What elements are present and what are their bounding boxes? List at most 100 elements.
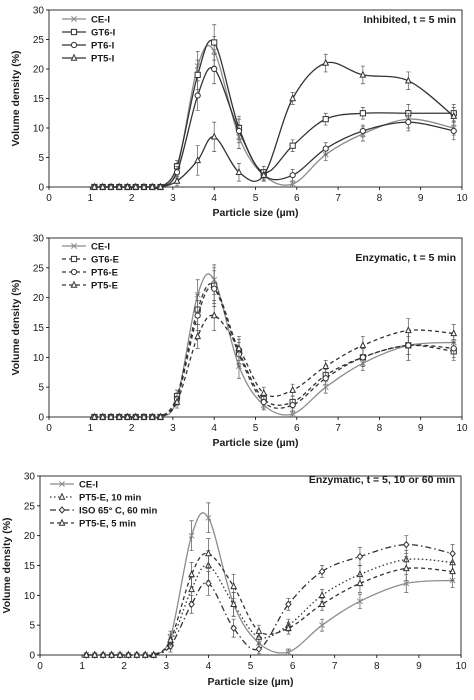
data-point <box>289 411 296 417</box>
x-tick-label: 10 <box>455 661 467 672</box>
data-point <box>450 329 458 337</box>
x-axis-label: Particle size (µm) <box>213 207 299 219</box>
series-line <box>94 283 454 420</box>
data-point <box>322 58 330 66</box>
data-point <box>188 532 195 539</box>
data-point <box>188 600 195 609</box>
data-point <box>289 94 297 102</box>
chart-title: Inhibited, t = 5 min <box>364 14 456 26</box>
legend-label: CE-I <box>79 480 98 491</box>
data-point <box>211 39 218 46</box>
data-point <box>173 397 181 405</box>
data-point <box>235 127 243 135</box>
y-tick-label: 10 <box>24 591 36 602</box>
y-tick-label: 30 <box>24 472 36 483</box>
data-point <box>194 71 201 79</box>
series-line <box>86 512 453 657</box>
data-point <box>188 570 195 578</box>
data-point <box>82 650 90 658</box>
data-point <box>359 127 366 135</box>
y-axis-label: Volume density (%) <box>1 517 13 613</box>
series-line <box>86 558 453 657</box>
y-tick-label: 15 <box>33 323 45 334</box>
y-tick-label: 20 <box>33 293 45 304</box>
data-point <box>194 156 202 164</box>
data-point <box>230 582 238 590</box>
series-2 <box>82 550 456 658</box>
x-tick-label: 5 <box>253 193 259 204</box>
chart-title: Enzymatic, t = 5 min <box>355 252 456 264</box>
x-tick-label: 1 <box>88 423 94 434</box>
legend-swatch-marker <box>70 268 78 276</box>
series-line <box>94 286 454 419</box>
data-point <box>173 169 181 176</box>
data-point <box>157 412 164 420</box>
series-line <box>94 67 454 189</box>
chart-panel-2: 0 5 10 15 20 25 30 0 1 2 3 4 5 6 7 8 9 10 Particle size (µ… <box>10 234 468 450</box>
legend-label: CE-I <box>91 242 110 253</box>
data-point <box>318 599 326 607</box>
x-tick-label: 9 <box>418 423 424 434</box>
series-1 <box>83 502 456 658</box>
legend-swatch-marker <box>70 280 78 288</box>
data-point <box>132 182 140 190</box>
data-point <box>133 650 141 658</box>
x-tick-label: 8 <box>377 193 383 204</box>
x-tick-label: 6 <box>294 423 300 434</box>
data-point <box>230 599 238 607</box>
data-point <box>235 344 243 352</box>
y-tick-label: 0 <box>38 413 44 424</box>
data-point <box>124 182 131 190</box>
data-point <box>194 92 201 99</box>
data-point <box>210 311 218 319</box>
legend: CE-I GT6-I PT6-I PT5-I <box>62 15 115 65</box>
y-tick-label: 0 <box>38 183 44 194</box>
data-point <box>450 111 458 119</box>
y-tick-label: 25 <box>33 263 45 274</box>
data-point <box>359 341 367 349</box>
y-tick-label: 10 <box>33 353 45 364</box>
data-point <box>284 623 292 631</box>
x-tick-label: 5 <box>253 423 259 434</box>
x-tick-label: 7 <box>335 193 341 204</box>
y-tick-label: 10 <box>33 124 45 135</box>
data-point <box>449 567 456 575</box>
data-point <box>289 181 296 188</box>
y-tick-label: 5 <box>38 383 44 394</box>
data-point <box>405 342 412 349</box>
data-point <box>255 645 263 653</box>
legend-swatch-marker <box>70 255 78 263</box>
legend-swatch-marker <box>59 481 65 487</box>
data-point <box>255 626 263 634</box>
data-point <box>125 650 132 658</box>
data-point <box>356 579 364 587</box>
y-tick-label: 5 <box>29 621 35 632</box>
data-point <box>289 385 297 393</box>
y-tick-label: 20 <box>33 65 45 76</box>
data-point <box>205 579 212 588</box>
data-point <box>194 332 202 340</box>
y-tick-label: 25 <box>24 501 36 512</box>
y-axis-label: Volume density (%) <box>10 50 22 146</box>
x-tick-label: 3 <box>170 423 176 434</box>
data-point <box>124 412 131 420</box>
data-point <box>188 585 195 593</box>
data-point <box>211 285 218 292</box>
data-point <box>211 65 218 73</box>
legend-label: PT6-I <box>91 41 114 52</box>
data-point <box>403 540 410 549</box>
data-point <box>260 170 268 178</box>
series-4 <box>82 538 456 658</box>
x-tick-label: 3 <box>164 661 170 672</box>
series-3 <box>83 535 456 659</box>
legend-swatch-marker <box>71 243 77 249</box>
legend-label: GT6-I <box>91 28 115 39</box>
legend-swatch-marker <box>58 506 66 514</box>
series-1 <box>91 264 457 420</box>
data-point <box>148 182 156 190</box>
data-point <box>260 398 267 406</box>
data-point <box>285 600 292 609</box>
series-3 <box>91 53 457 191</box>
data-point <box>405 119 412 126</box>
x-tick-label: 10 <box>456 193 468 204</box>
